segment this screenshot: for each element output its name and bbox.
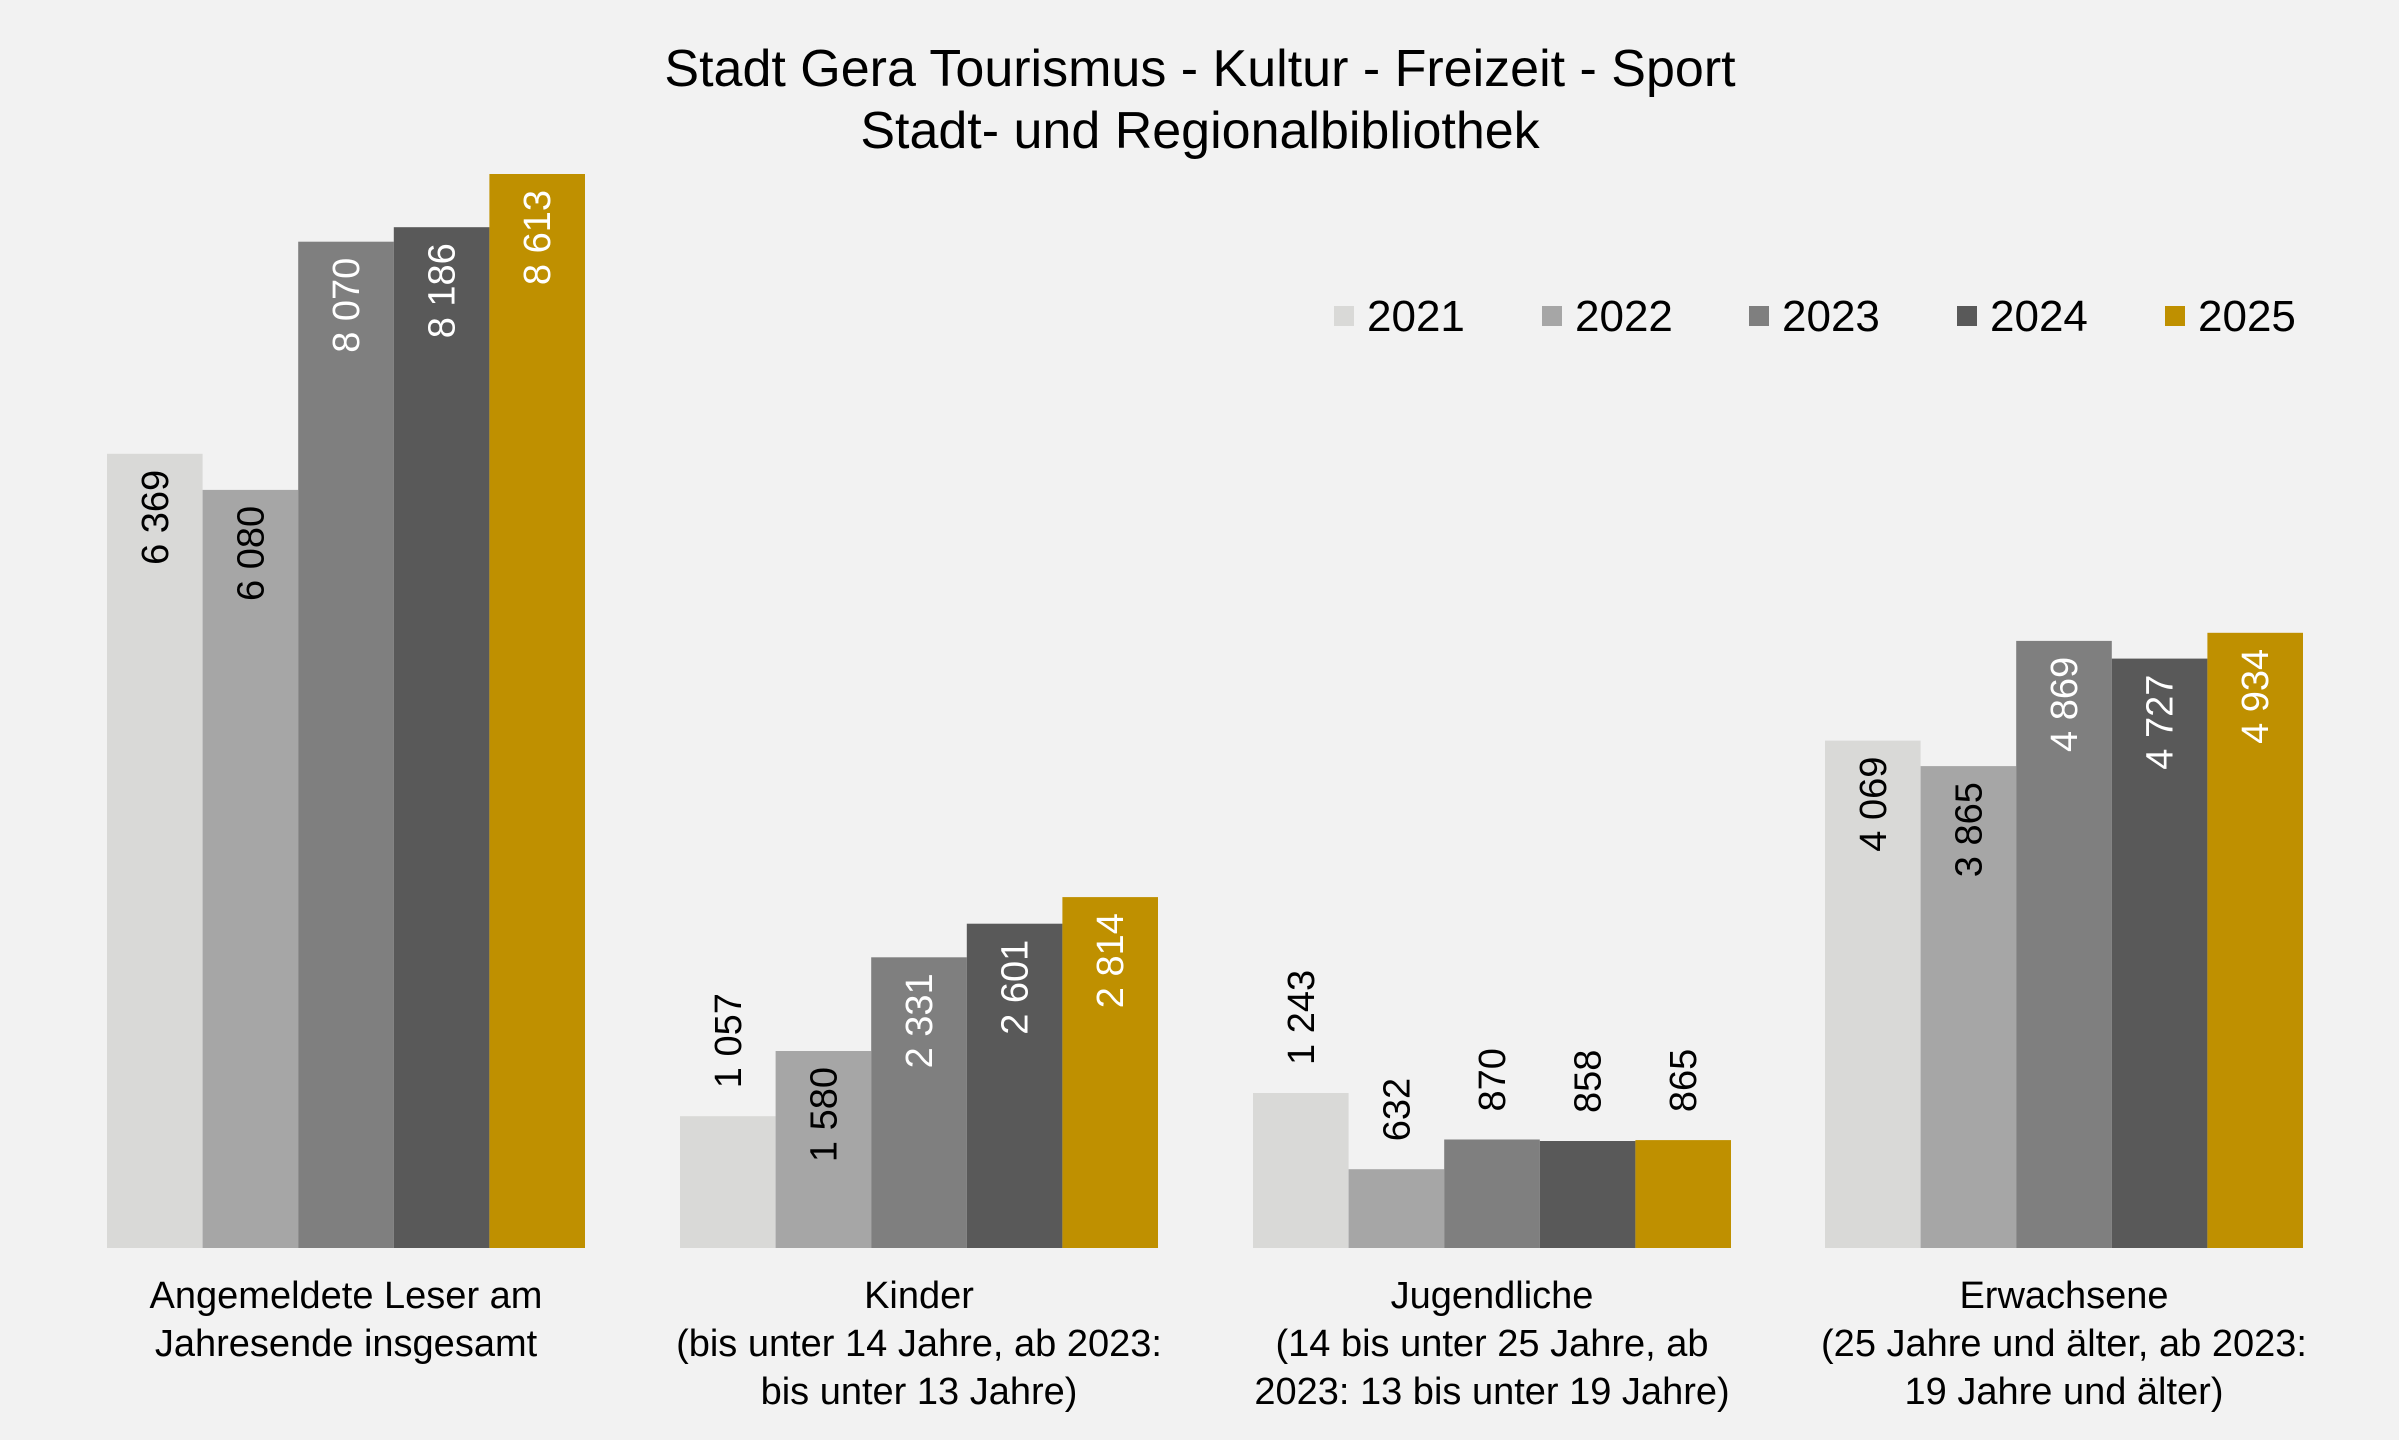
bar-2024-cat-0	[393, 227, 490, 1248]
bar-2024-cat-1	[966, 923, 1063, 1248]
legend-label-2021: 2021	[1367, 292, 1465, 341]
data-label-2024-cat-3: 4 727	[2140, 675, 2182, 770]
data-label-2025-cat-3: 4 934	[2235, 649, 2277, 744]
bar-2021-cat-3	[1825, 740, 1921, 1248]
data-labels-group: 6 369 6 080 8 070 8 186 8 613 1 057 1 580 2 331…	[135, 190, 2277, 1162]
data-label-2025-cat-1: 2 814	[1090, 913, 1132, 1008]
legend-label-2023: 2023	[1782, 292, 1880, 341]
legend-swatch-2021	[1334, 306, 1354, 326]
category-label-1-line-2: bis unter 13 Jahre)	[761, 1371, 1078, 1413]
bar-2025-cat-0	[489, 174, 585, 1248]
bar-2022-cat-1	[775, 1051, 872, 1248]
data-label-2022-cat-0: 6 080	[230, 506, 272, 601]
bar-2023-cat-2	[1444, 1139, 1540, 1248]
category-label-2-line-1: (14 bis unter 25 Jahre, ab	[1275, 1323, 1708, 1365]
chart-subtitle: Stadt- und Regionalbibliothek	[860, 102, 1540, 160]
data-label-2022-cat-2: 632	[1376, 1078, 1418, 1141]
category-label-3-line-0: Erwachsene	[1959, 1275, 2168, 1317]
data-label-2021-cat-3: 4 069	[1853, 757, 1895, 852]
data-label-2023-cat-3: 4 869	[2044, 657, 2086, 752]
category-label-3-line-1: (25 Jahre und älter, ab 2023:	[1821, 1323, 2307, 1365]
category-labels-group: Angemeldete Leser am Jahresende insgesamt…	[150, 1275, 2307, 1413]
category-label-3-line-2: 19 Jahre und älter)	[1905, 1371, 2224, 1413]
data-label-2024-cat-0: 8 186	[422, 243, 464, 338]
category-label-2-line-2: 2023: 13 bis unter 19 Jahre)	[1254, 1371, 1729, 1413]
bar-2023-cat-1	[871, 957, 967, 1248]
bar-2023-cat-3	[2016, 640, 2112, 1248]
data-label-2021-cat-0: 6 369	[135, 470, 177, 565]
legend-swatch-2022	[1542, 306, 1562, 326]
category-label-2-line-0: Jugendliche	[1391, 1275, 1594, 1317]
bar-2022-cat-3	[1920, 766, 2017, 1248]
data-label-2022-cat-3: 3 865	[1948, 782, 1990, 877]
data-label-2023-cat-0: 8 070	[326, 258, 368, 353]
bar-2025-cat-1	[1062, 897, 1158, 1248]
bar-2023-cat-0	[298, 241, 394, 1248]
data-label-2023-cat-1: 2 331	[899, 973, 941, 1068]
data-label-2021-cat-2: 1 243	[1281, 970, 1323, 1065]
bar-2025-cat-3	[2207, 632, 2303, 1248]
legend-swatch-2024	[1957, 306, 1977, 326]
category-label-1-line-1: (bis unter 14 Jahre, ab 2023:	[676, 1323, 1162, 1365]
bar-2025-cat-2	[1635, 1140, 1731, 1248]
legend-label-2024: 2024	[1990, 292, 2088, 341]
data-label-2024-cat-1: 2 601	[995, 940, 1037, 1035]
bars-group	[107, 174, 2303, 1248]
legend-swatch-2023	[1749, 306, 1769, 326]
data-label-2023-cat-2: 870	[1472, 1048, 1514, 1111]
data-label-2021-cat-1: 1 057	[708, 993, 750, 1088]
category-label-0-line-1: Jahresende insgesamt	[155, 1323, 538, 1365]
category-label-1-line-0: Kinder	[864, 1275, 974, 1317]
data-label-2024-cat-2: 858	[1568, 1050, 1610, 1113]
data-label-2025-cat-2: 865	[1663, 1049, 1705, 1112]
legend-swatch-2025	[2165, 306, 2185, 326]
bar-2021-cat-1	[680, 1116, 776, 1248]
data-label-2022-cat-1: 1 580	[803, 1067, 845, 1162]
legend-label-2025: 2025	[2198, 292, 2296, 341]
legend: 2021 2022 2023 2024 2025	[1334, 292, 2296, 341]
bar-2024-cat-2	[1539, 1141, 1636, 1248]
bar-2022-cat-2	[1348, 1169, 1445, 1248]
data-label-2025-cat-0: 8 613	[517, 190, 559, 285]
bar-2024-cat-3	[2111, 658, 2208, 1248]
bar-2021-cat-0	[107, 453, 203, 1248]
bar-2021-cat-2	[1253, 1093, 1349, 1248]
category-label-0-line-0: Angemeldete Leser am	[150, 1275, 543, 1317]
legend-label-2022: 2022	[1575, 292, 1673, 341]
bar-2022-cat-0	[202, 489, 299, 1248]
chart-title: Stadt Gera Tourismus - Kultur - Freizeit…	[664, 40, 1736, 98]
